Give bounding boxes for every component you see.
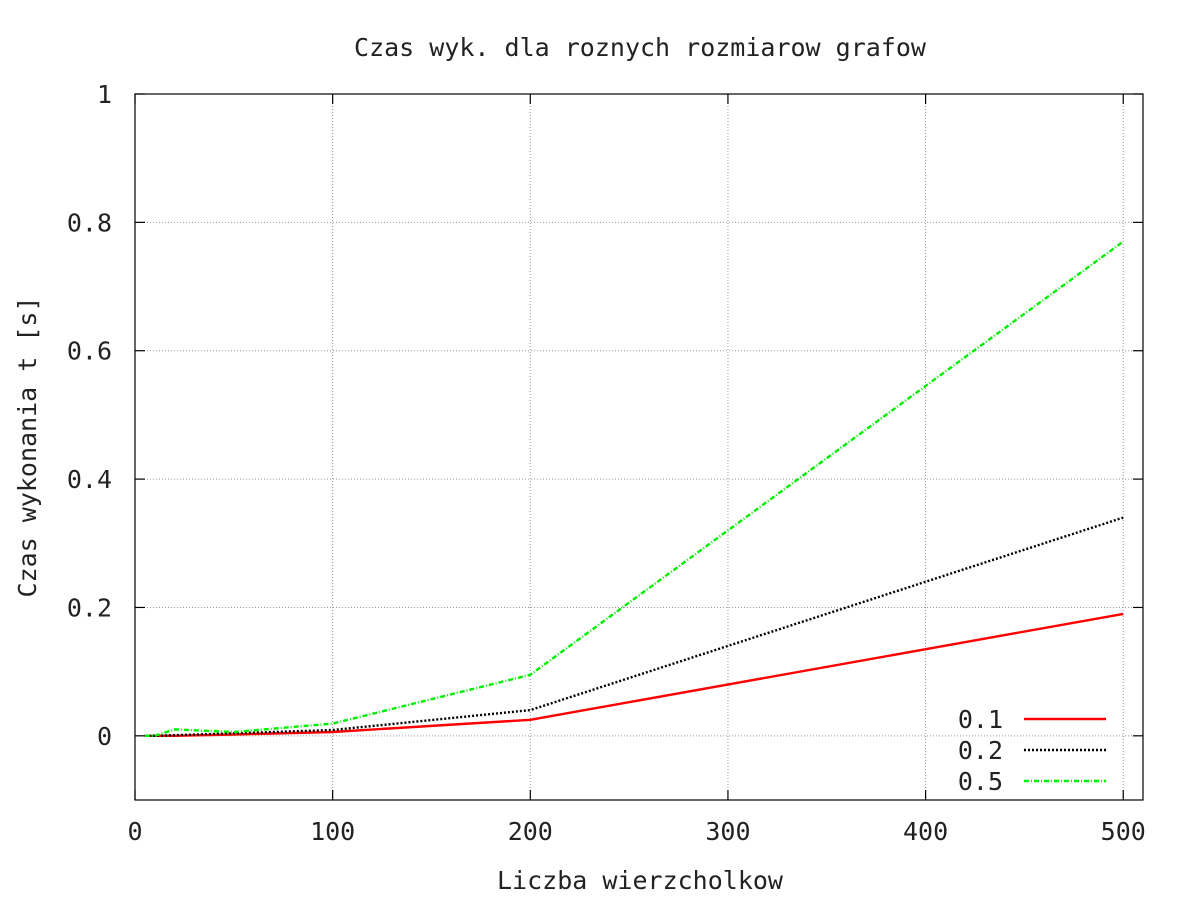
legend-label: 0.2 — [958, 736, 1003, 765]
legend-label: 0.5 — [958, 767, 1003, 796]
y-tick-label: 0.6 — [67, 337, 112, 366]
chart-title: Czas wyk. dla roznych rozmiarow grafow — [354, 33, 927, 62]
y-tick-label: 0 — [97, 722, 112, 751]
series-line-0-5 — [144, 240, 1124, 737]
y-axis-label: Czas wykonania t [s] — [13, 296, 42, 597]
grid-lines — [135, 94, 1143, 800]
axis-ticks: 0 100 200 300 400 500 0 0.2 0.4 0.6 0.8 1 — [67, 80, 1146, 846]
x-tick-label: 400 — [903, 817, 948, 846]
legend-label: 0.1 — [958, 705, 1003, 734]
plot-frame — [134, 93, 1144, 801]
series-lines — [144, 240, 1124, 737]
series-line-0-2 — [144, 516, 1124, 737]
y-tick-label: 1 — [97, 80, 112, 109]
y-tick-label: 0.4 — [67, 465, 112, 494]
x-tick-label: 100 — [310, 817, 355, 846]
y-tick-label: 0.8 — [67, 208, 112, 237]
legend: 0.10.20.5 — [958, 705, 1106, 796]
x-tick-label: 0 — [127, 817, 142, 846]
x-tick-label: 500 — [1101, 817, 1146, 846]
x-tick-label: 300 — [705, 817, 750, 846]
x-tick-label: 200 — [508, 817, 553, 846]
y-tick-label: 0.2 — [67, 593, 112, 622]
x-axis-label: Liczba wierzcholkow — [497, 866, 784, 895]
